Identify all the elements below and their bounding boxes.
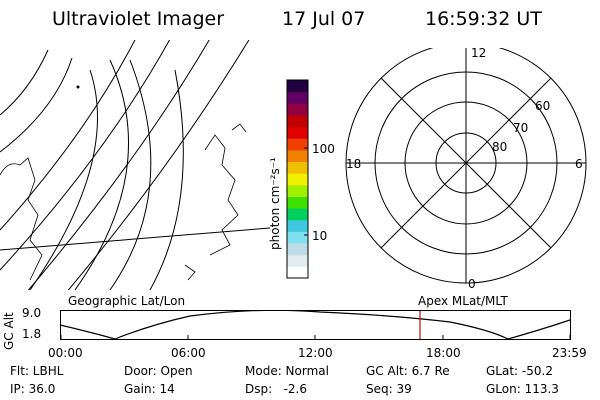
status-filter: Flt: LBHL	[10, 364, 64, 378]
colorbar-segment	[287, 266, 308, 279]
status-ip: IP: 36.0	[10, 382, 56, 396]
date-label: 17 Jul 07	[282, 8, 366, 30]
polar-plot: 12 18 6 0 60 70 80	[345, 48, 587, 291]
mlt-label-top: 12	[471, 48, 486, 60]
altitude-tick-high: 9.0	[22, 306, 42, 320]
colorbar-segment	[287, 91, 308, 104]
time-label: 16:59:32 UT	[425, 8, 542, 30]
lat-line	[0, 227, 270, 251]
colorbar-segment	[287, 184, 308, 197]
lat-label-60: 60	[535, 99, 550, 113]
colorbar-segment	[287, 138, 308, 151]
coastline	[204, 134, 239, 256]
colorbar-segment	[287, 196, 308, 209]
map-marker	[76, 85, 80, 89]
colorbar-segment	[287, 231, 308, 244]
status-dsp: Dsp: -2.6	[245, 382, 308, 396]
lat-label-70: 70	[513, 121, 528, 135]
time-tick-1800: 18:00	[426, 346, 461, 360]
status-glat: GLat: -50.2	[486, 364, 553, 378]
lon-arc	[149, 69, 184, 290]
colorbar-unit-label: photon cm⁻²s⁻¹	[268, 157, 282, 250]
colorbar-segment	[287, 161, 308, 174]
coastline	[0, 157, 43, 281]
colorbar-segment	[287, 80, 308, 93]
colorbar-segment	[287, 126, 308, 139]
lon-arc	[0, 57, 73, 153]
status-gain: Gain: 14	[124, 382, 175, 396]
status-gc-alt: GC Alt: 6.7 Re	[366, 364, 450, 378]
lon-arc	[74, 59, 129, 290]
colorbar-segment	[287, 208, 308, 221]
coastline	[231, 123, 247, 133]
status-mode: Mode: Normal	[245, 364, 329, 378]
colorbar-segment	[287, 103, 308, 116]
colorbar-tick-10: 10	[312, 229, 328, 243]
header-bar: Ultraviolet Imager 17 Jul 07 16:59:32 UT	[0, 4, 600, 34]
colorbar	[286, 79, 309, 279]
apex-panel-label: Apex MLat/MLT	[418, 294, 508, 308]
status-seq: Seq: 39	[366, 382, 412, 396]
mlt-label-left: 18	[346, 157, 361, 171]
altitude-plot	[60, 310, 571, 340]
colorbar-segment	[287, 219, 308, 232]
status-door: Door: Open	[124, 364, 193, 378]
time-tick-0000: 00:00	[48, 346, 83, 360]
lat-label-80: 80	[492, 140, 507, 154]
altitude-axis-label: GC Alt	[2, 312, 16, 350]
mlt-label-bottom: 0	[468, 277, 476, 291]
colorbar-segment	[287, 254, 308, 267]
time-tick-0600: 06:00	[171, 346, 206, 360]
colorbar-segment	[287, 173, 308, 186]
altitude-tick-low: 1.8	[22, 327, 42, 341]
lat-arc	[0, 40, 171, 271]
lat-arc	[67, 40, 250, 290]
mlt-label-right: 6	[575, 157, 583, 171]
coastline	[184, 264, 196, 281]
geographic-panel-label: Geographic Lat/Lon	[68, 294, 186, 308]
colorbar-segment	[287, 149, 308, 163]
colorbar-segment	[287, 243, 308, 256]
geographic-map	[0, 40, 270, 290]
lon-arc	[109, 59, 152, 290]
lon-arc	[29, 69, 98, 290]
lat-arc	[0, 40, 136, 231]
lon-arc	[0, 49, 49, 116]
instrument-title: Ultraviolet Imager	[52, 8, 225, 30]
polar-diagonal	[380, 77, 552, 249]
time-tick-1200: 12:00	[298, 346, 333, 360]
lat-arc	[27, 40, 210, 290]
colorbar-tick-100: 100	[312, 142, 335, 156]
status-panel: Flt: LBHL Door: Open Mode: Normal GC Alt…	[0, 364, 600, 400]
colorbar-segment	[287, 114, 308, 128]
altitude-curve	[60, 310, 571, 340]
time-tick-2359: 23:59	[552, 346, 587, 360]
status-glon: GLon: 113.3	[486, 382, 559, 396]
